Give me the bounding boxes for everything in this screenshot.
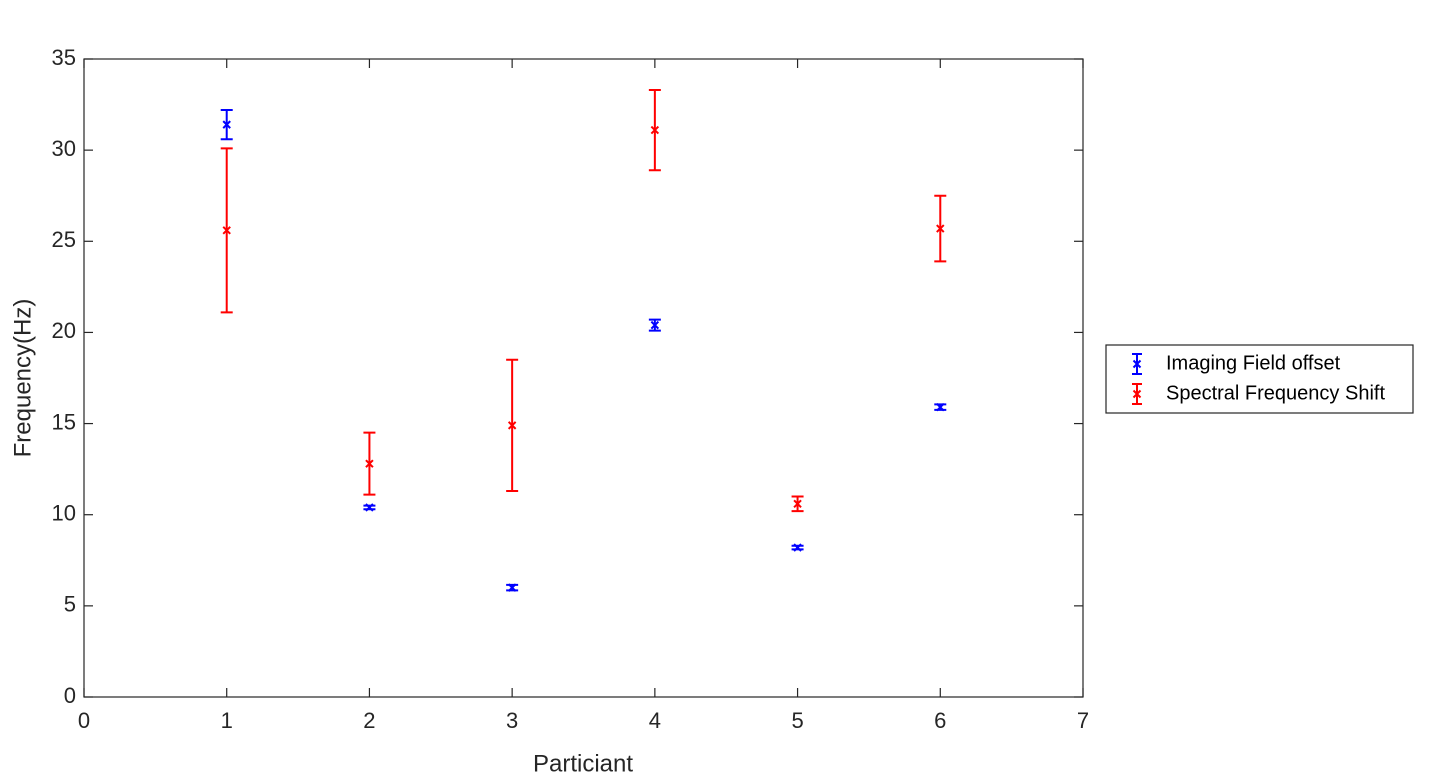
- marker: [650, 125, 660, 135]
- marker: [507, 583, 517, 592]
- legend-label: Imaging Field offset: [1166, 352, 1341, 374]
- x-tick-label: 4: [649, 708, 661, 733]
- y-tick-label: 25: [52, 227, 76, 252]
- marker: [507, 421, 517, 430]
- marker: [936, 224, 945, 233]
- x-tick-label: 1: [221, 708, 233, 733]
- x-tick-label: 6: [934, 708, 946, 733]
- y-axis-title: Frequency(Hz): [9, 299, 36, 458]
- y-tick-label: 0: [64, 683, 76, 708]
- y-tick-label: 5: [64, 592, 76, 617]
- marker: [793, 499, 802, 508]
- x-tick-label: 5: [791, 708, 803, 733]
- plot-area: [83, 58, 1084, 698]
- marker: [365, 459, 374, 468]
- x-tick-label: 0: [78, 708, 90, 733]
- y-tick-label: 30: [52, 136, 76, 161]
- x-tick-label: 2: [363, 708, 375, 733]
- y-tick-label: 15: [52, 409, 76, 434]
- legend-symbol: [1132, 353, 1142, 375]
- marker: [793, 543, 802, 552]
- y-tick-label: 20: [52, 318, 76, 343]
- legend-box: [1105, 344, 1414, 414]
- marker: [650, 320, 660, 330]
- legend-label: Spectral Frequency Shift: [1166, 382, 1385, 404]
- y-tick-label: 10: [52, 501, 76, 526]
- y-tick-label: 35: [52, 45, 76, 70]
- x-tick-label: 3: [506, 708, 518, 733]
- marker: [222, 120, 231, 129]
- legend: Imaging Field offset Spectral Frequency S…: [1105, 344, 1414, 414]
- marker: [365, 503, 374, 512]
- x-axis-title: Particiant: [533, 750, 633, 777]
- marker: [936, 402, 945, 412]
- x-tick-label: 7: [1077, 708, 1089, 733]
- marker: [222, 226, 231, 235]
- legend-symbol: [1132, 383, 1142, 405]
